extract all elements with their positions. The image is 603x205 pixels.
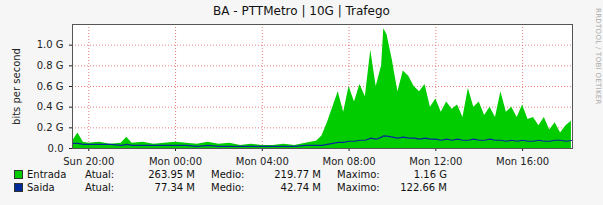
- html-text:219.77 M: 219.77 M: [274, 169, 321, 180]
- html-text:122.66 M: 122.66 M: [400, 182, 447, 193]
- html-text:RRDTOOL / TOBI OETIKER: RRDTOOL / TOBI OETIKER: [594, 8, 602, 105]
- html-text:Atual:: Atual:: [85, 182, 115, 193]
- svg-text:Mon 08:00: Mon 08:00: [323, 156, 376, 165]
- svg-text:0.6 G: 0.6 G: [37, 81, 64, 92]
- html-text:Medio:: Medio:: [211, 169, 245, 180]
- svg-text:0.8 G: 0.8 G: [37, 60, 64, 71]
- html-text:77.34 M: 77.34 M: [154, 182, 195, 193]
- svg-text:Mon 12:00: Mon 12:00: [409, 156, 462, 165]
- html-text:Saida: Saida: [27, 182, 55, 193]
- svg-text:Mon 16:00: Mon 16:00: [496, 156, 549, 165]
- html-text:1.16 G: 1.16 G: [413, 169, 447, 180]
- svg-text:0.0: 0.0: [48, 143, 64, 154]
- html-text:Maximo:: Maximo:: [337, 169, 380, 180]
- svg-text:0.2 G: 0.2 G: [37, 122, 64, 133]
- svg-text:bits per second: bits per second: [11, 48, 22, 125]
- svg-text:Mon 04:00: Mon 04:00: [236, 156, 289, 165]
- svg-text:Mon 00:00: Mon 00:00: [149, 156, 202, 165]
- svg-text:Sun 20:00: Sun 20:00: [63, 156, 114, 165]
- html-text:Entrada: Entrada: [27, 169, 67, 180]
- html-text:Maximo:: Maximo:: [337, 182, 380, 193]
- html-text:BA - PTTMetro | 10G | Trafego: BA - PTTMetro | 10G | Trafego: [213, 4, 390, 18]
- html-text:42.74 M: 42.74 M: [280, 182, 321, 193]
- html-text:Atual:: Atual:: [85, 169, 115, 180]
- html-text:263.95 M: 263.95 M: [148, 169, 195, 180]
- svg-text:1.0 G: 1.0 G: [37, 39, 64, 50]
- html-text:Medio:: Medio:: [211, 182, 245, 193]
- svg-text:0.4 G: 0.4 G: [37, 101, 64, 112]
